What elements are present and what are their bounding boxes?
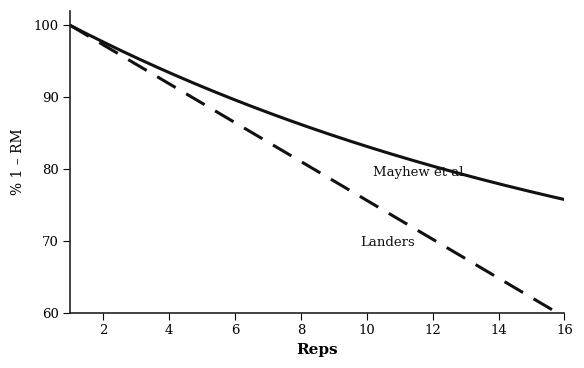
X-axis label: Reps: Reps [297,343,338,357]
Text: Landers: Landers [360,236,415,249]
Y-axis label: % 1 – RM: % 1 – RM [11,128,25,195]
Text: Mayhew et al.: Mayhew et al. [373,166,468,179]
